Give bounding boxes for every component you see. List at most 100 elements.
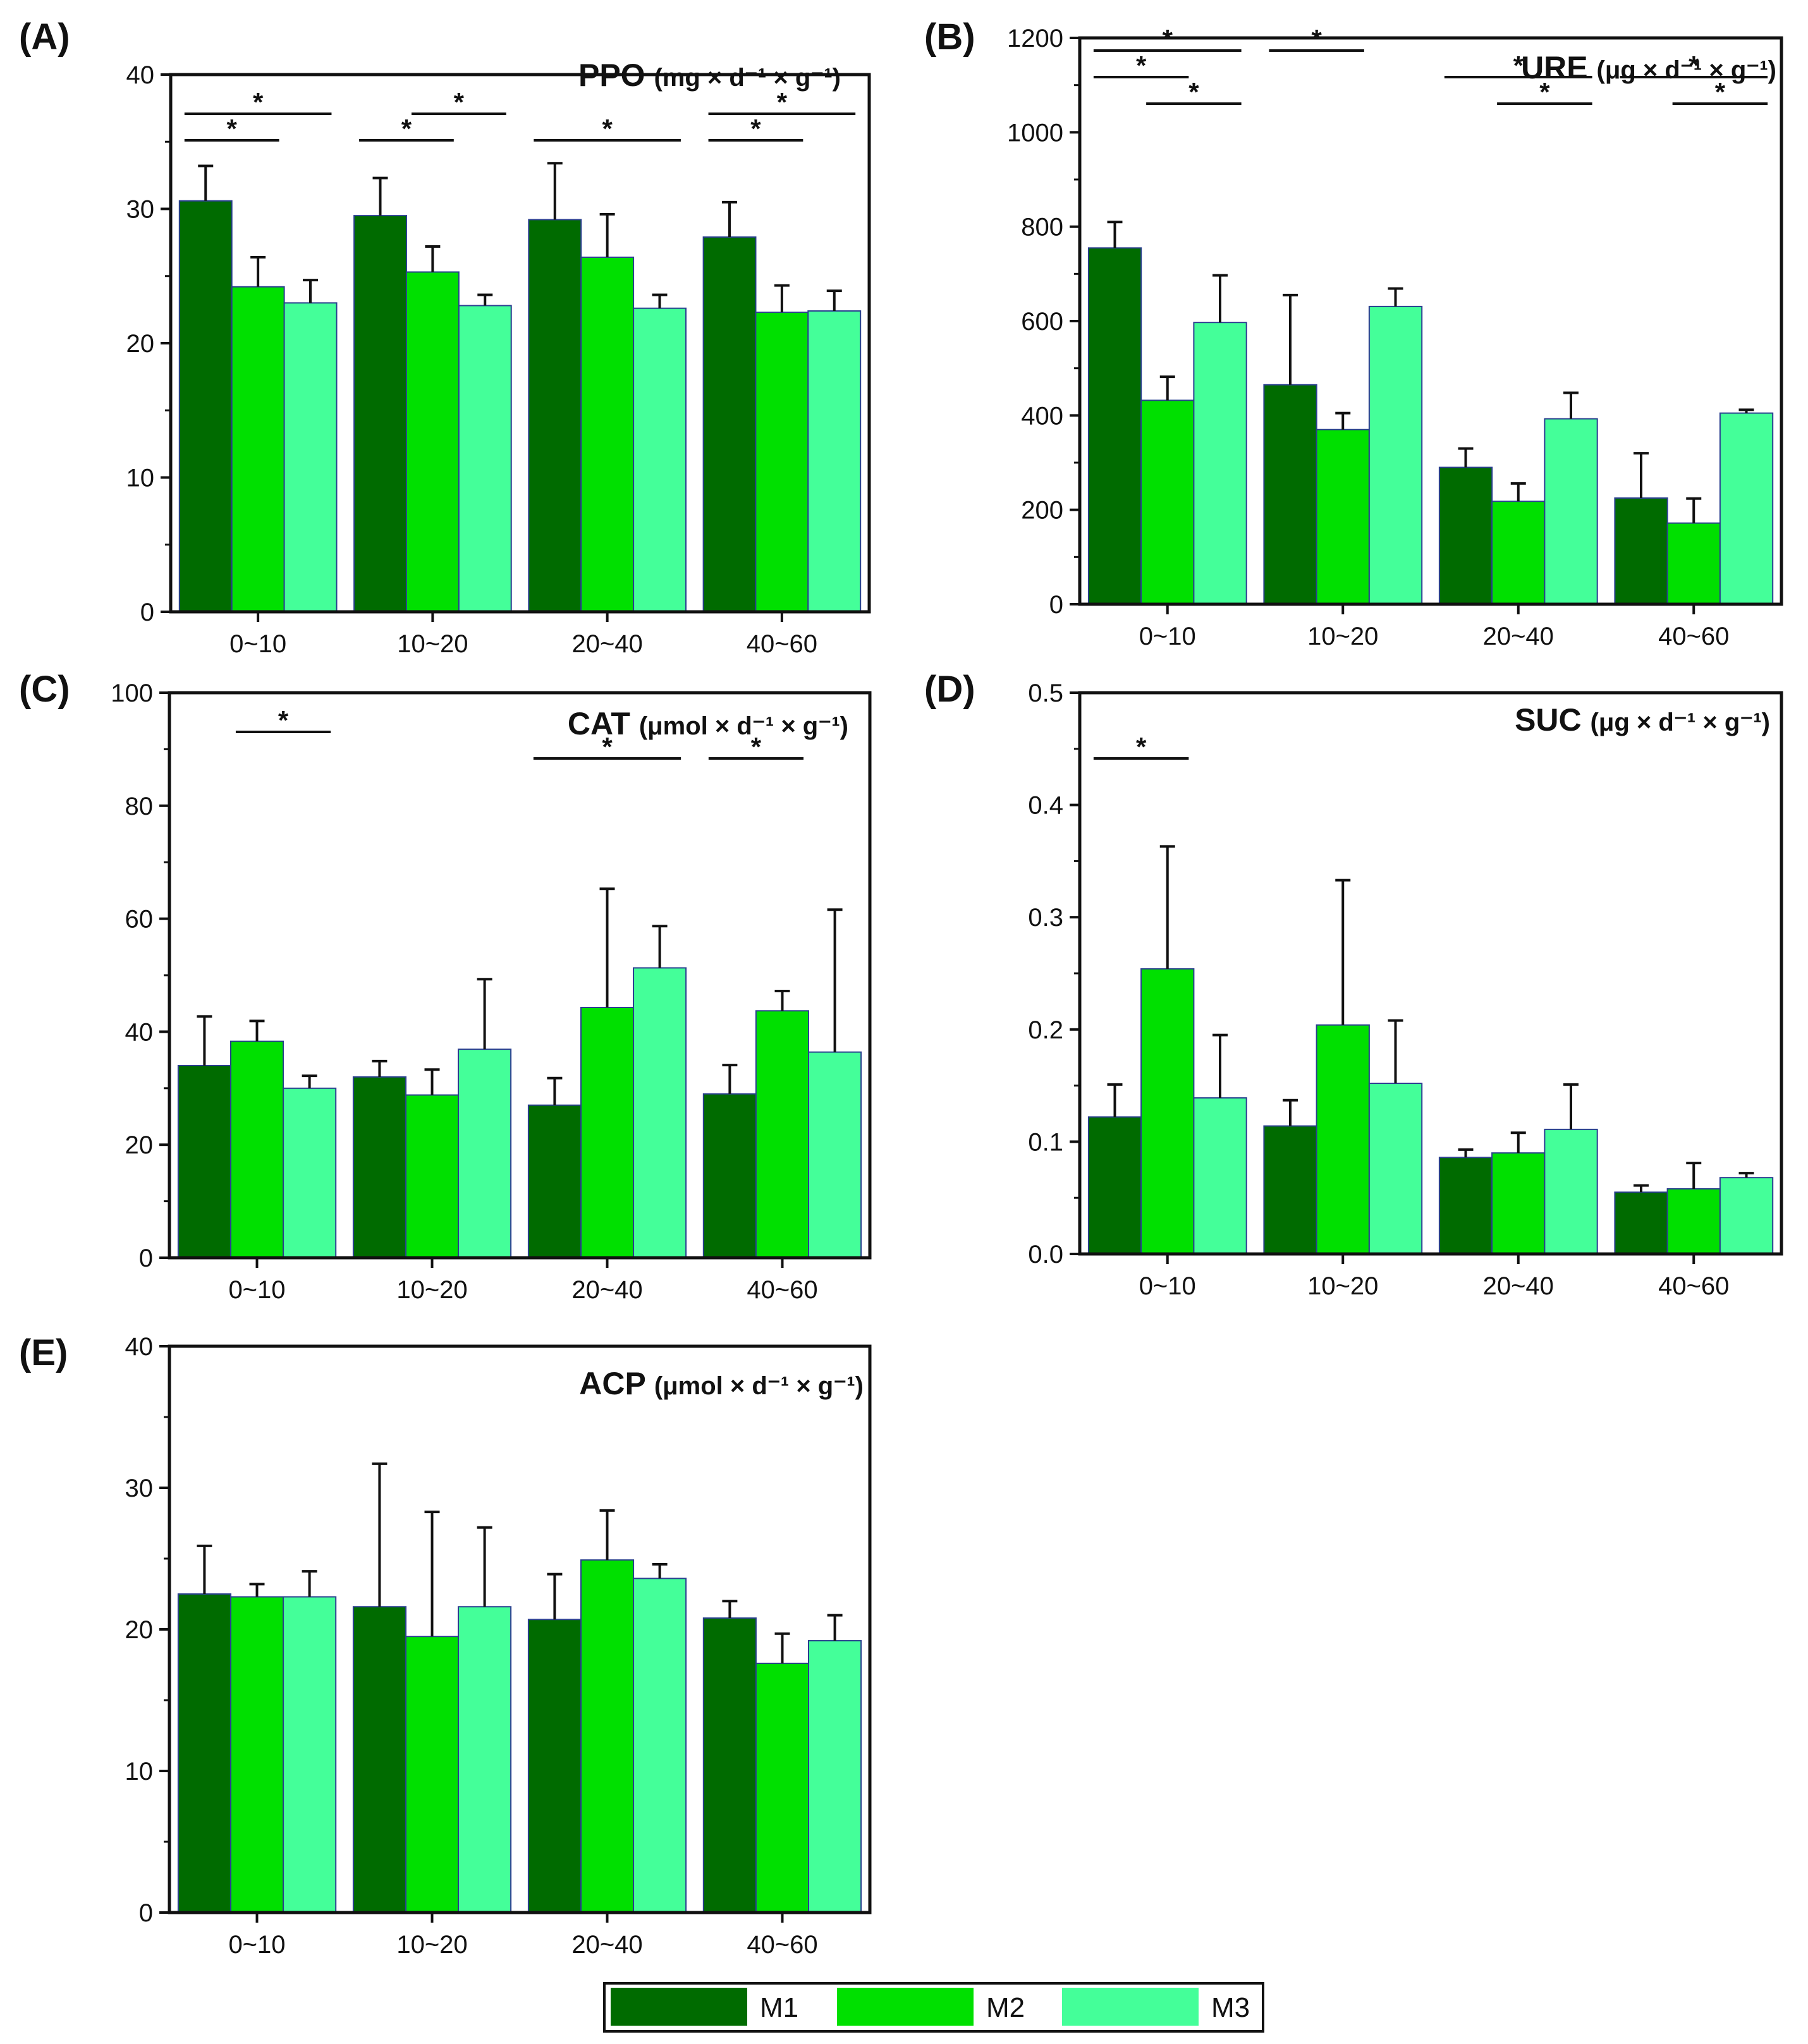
bar-m2-1 xyxy=(1316,429,1370,605)
bar-m2-1 xyxy=(405,1094,460,1258)
bar-m1-0 xyxy=(1087,1116,1142,1255)
significance-star: * xyxy=(401,114,412,143)
bar-m2-1 xyxy=(405,271,460,612)
bar-m2-0 xyxy=(1140,399,1195,605)
x-tick-label: 10~20 xyxy=(396,1931,467,1959)
significance-star: * xyxy=(1689,51,1699,80)
y-tick-label: 0 xyxy=(140,599,154,626)
y-tick-label: 10 xyxy=(125,1758,154,1785)
y-tick-label: 30 xyxy=(125,1475,154,1502)
significance-star: * xyxy=(602,114,613,143)
bar-m3-3 xyxy=(808,1639,862,1913)
bar-m2-2 xyxy=(1491,501,1546,605)
bar-m2-3 xyxy=(1666,1188,1721,1255)
bar-m3-0 xyxy=(283,1596,337,1913)
bar-m2-0 xyxy=(230,1040,284,1258)
x-tick-label: 10~20 xyxy=(1307,623,1378,650)
y-tick-label: 0.3 xyxy=(1028,904,1063,932)
bar-m2-0 xyxy=(230,1596,284,1913)
x-tick-label: 0~10 xyxy=(229,630,286,658)
panel-letter: (B) xyxy=(924,16,975,58)
chart-title: SUC (μg × d⁻¹ × g⁻¹) xyxy=(1515,702,1770,738)
chart-panel-cat: (C) 0 20 40 60 80 100 0~10 10~20 20~40 40~60 CAT (μ… xyxy=(19,669,872,1304)
chart-title: PPO (mg × d⁻¹ × g⁻¹) xyxy=(578,58,841,93)
bar-m3-1 xyxy=(458,305,512,612)
chart-panel-acp: (E) 0 10 20 30 40 0~10 10~20 20~40 40~60 ACP (μmol… xyxy=(19,1332,872,1959)
bar-m2-0 xyxy=(231,286,285,613)
significance-star: * xyxy=(227,114,238,143)
bar-m3-2 xyxy=(1544,1128,1598,1255)
x-tick-label: 0~10 xyxy=(228,1931,285,1959)
y-tick-label: 1200 xyxy=(1007,25,1063,52)
y-tick-label: 0.4 xyxy=(1028,792,1063,820)
bar-m3-0 xyxy=(283,302,338,612)
x-tick-label: 40~60 xyxy=(1658,623,1729,650)
significance-star: * xyxy=(750,114,761,143)
bar-m2-2 xyxy=(580,257,635,612)
bar-m1-1 xyxy=(353,215,407,613)
chart-panel-ppo: (A) 0 10 20 30 40 0~10 10~20 20~40 40~60 PPO (mg ×… xyxy=(19,16,871,658)
legend-label-m3: M3 xyxy=(1211,1992,1250,2023)
bar-m3-3 xyxy=(808,1051,862,1258)
panel-letter: (A) xyxy=(19,16,70,58)
bar-m3-0 xyxy=(1193,1097,1247,1255)
y-tick-label: 400 xyxy=(1021,402,1063,430)
significance-star: * xyxy=(751,732,762,762)
bar-m2-0 xyxy=(1140,968,1195,1255)
bar-m3-1 xyxy=(1368,1083,1423,1255)
x-tick-label: 40~60 xyxy=(747,1931,817,1959)
bar-m1-1 xyxy=(1263,384,1317,605)
chart-title: CAT (μmol × d⁻¹ × g⁻¹) xyxy=(568,706,848,741)
x-tick-label: 40~60 xyxy=(747,630,817,658)
y-tick-label: 800 xyxy=(1021,214,1063,241)
bar-m2-3 xyxy=(755,1010,810,1259)
y-tick-label: 1000 xyxy=(1007,119,1063,147)
legend-swatch-m3 xyxy=(1062,1988,1199,2026)
x-tick-label: 10~20 xyxy=(397,630,468,658)
chart-panel-suc: (D) 0.0 0.1 0.2 0.3 0.4 0.5 0~10 10~20 20~40 40~60… xyxy=(924,669,1783,1300)
bar-m3-1 xyxy=(1368,305,1423,605)
y-tick-label: 0.5 xyxy=(1028,679,1063,707)
legend: M1 M2 M3 xyxy=(603,1982,1264,2033)
x-tick-label: 0~10 xyxy=(1139,623,1196,650)
y-tick-label: 600 xyxy=(1021,308,1063,336)
x-tick-label: 10~20 xyxy=(1307,1272,1378,1300)
x-tick-label: 20~40 xyxy=(571,1276,642,1304)
y-tick-label: 0.0 xyxy=(1028,1241,1063,1268)
bar-m2-3 xyxy=(1666,522,1721,605)
bar-m1-1 xyxy=(352,1076,407,1259)
x-tick-label: 20~40 xyxy=(571,630,642,658)
y-tick-label: 0.2 xyxy=(1028,1016,1063,1044)
y-tick-label: 40 xyxy=(125,1333,154,1361)
bar-m3-2 xyxy=(1544,418,1598,605)
bar-m1-2 xyxy=(527,1619,582,1914)
bar-m3-1 xyxy=(458,1606,512,1913)
significance-star: * xyxy=(1311,24,1322,54)
legend-label-m1: M1 xyxy=(760,1992,798,2023)
bar-m1-3 xyxy=(1614,1191,1668,1255)
bar-m3-3 xyxy=(1719,412,1774,605)
bar-m3-1 xyxy=(458,1049,512,1258)
x-tick-label: 40~60 xyxy=(1658,1272,1729,1300)
bar-m3-0 xyxy=(1193,322,1247,605)
y-tick-label: 20 xyxy=(125,1616,154,1644)
x-tick-label: 10~20 xyxy=(396,1276,467,1304)
bar-m2-2 xyxy=(1491,1152,1546,1255)
x-tick-label: 0~10 xyxy=(1139,1272,1196,1300)
bar-m3-2 xyxy=(633,967,687,1259)
panel-letter: (E) xyxy=(19,1332,68,1373)
y-tick-label: 20 xyxy=(126,330,155,358)
bar-m1-2 xyxy=(528,219,582,612)
bar-m2-2 xyxy=(580,1007,635,1258)
y-tick-label: 30 xyxy=(126,196,155,224)
bar-m1-3 xyxy=(1614,497,1668,605)
y-tick-label: 60 xyxy=(125,906,154,934)
bar-m3-0 xyxy=(283,1087,337,1259)
bar-m1-1 xyxy=(352,1606,407,1913)
x-tick-label: 0~10 xyxy=(228,1276,285,1304)
bar-m1-2 xyxy=(527,1104,582,1258)
chart-panel-ure: (B) 0 200 400 600 800 1000 1200 0~10 10~20 20~40 40… xyxy=(924,16,1783,650)
significance-star: * xyxy=(278,705,289,735)
y-tick-label: 0 xyxy=(139,1244,153,1272)
